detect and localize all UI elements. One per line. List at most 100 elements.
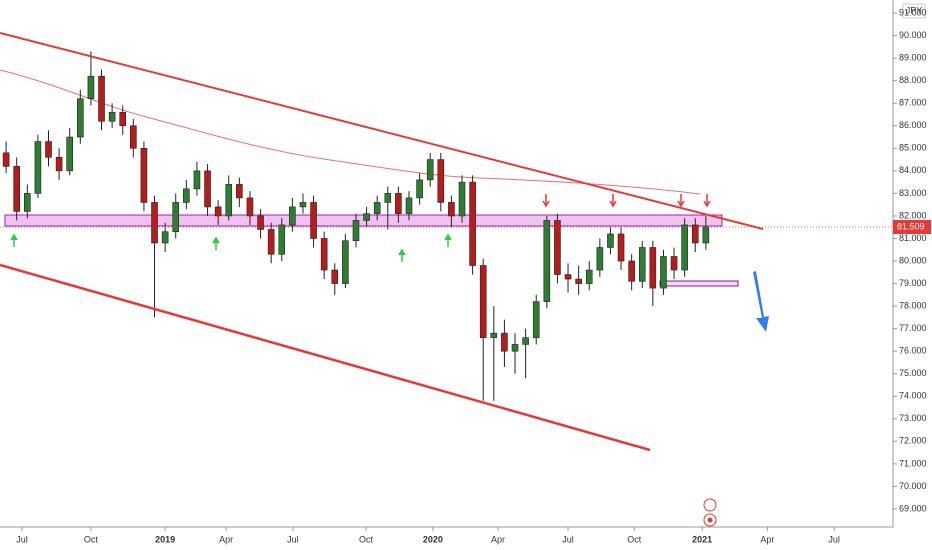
- x-tick-label: Jul: [828, 534, 840, 544]
- y-tick-label: 90.000: [899, 30, 927, 40]
- candle-body: [660, 256, 667, 289]
- candle-body: [543, 220, 551, 302]
- y-tick-label: 76.000: [899, 346, 927, 356]
- x-tick-label: 2020: [423, 534, 443, 544]
- candle-body: [299, 202, 307, 208]
- candle-body: [278, 224, 286, 255]
- y-tick-label: 77.000: [899, 323, 927, 333]
- candle-body: [448, 202, 455, 217]
- candle-body: [437, 159, 445, 203]
- x-tick-label: Oct: [359, 534, 374, 544]
- candle-body: [681, 224, 688, 271]
- candle-body: [225, 184, 233, 217]
- candle-body: [246, 197, 254, 217]
- y-tick-label: 74.000: [899, 391, 927, 401]
- candle-body: [204, 170, 211, 208]
- candle-body: [628, 260, 635, 282]
- candle-body: [183, 188, 190, 203]
- y-tick-label: 89.000: [899, 53, 927, 63]
- candle-body: [34, 141, 42, 194]
- x-tick-label: Jul: [16, 534, 28, 544]
- candle-body: [638, 247, 646, 282]
- candle-body: [289, 206, 296, 226]
- candle-body: [373, 202, 381, 214]
- candle-body: [342, 240, 349, 284]
- candle-body: [267, 229, 275, 255]
- candle-body: [458, 181, 466, 217]
- x-tick-label: Jul: [562, 534, 574, 544]
- candle-body: [554, 220, 561, 275]
- currency-label: JPY: [906, 5, 923, 15]
- candle-body: [363, 213, 370, 221]
- candle-body: [405, 197, 413, 214]
- y-tick-label: 84.000: [899, 165, 927, 175]
- x-tick-label: Oct: [84, 534, 99, 544]
- candle-body: [66, 136, 74, 172]
- y-tick-label: 82.000: [899, 210, 927, 220]
- candle-body: [352, 220, 360, 242]
- down-arrows: [542, 194, 711, 208]
- candle-body: [384, 193, 392, 203]
- candle-body: [702, 226, 710, 244]
- candle-body: [193, 170, 201, 190]
- candle-body: [469, 181, 476, 266]
- y-tick-label: 87.000: [899, 98, 927, 108]
- candle-body: [55, 157, 63, 172]
- y-tick-label: 73.000: [899, 413, 927, 423]
- candle-body: [24, 193, 31, 212]
- y-tick-label: 71.000: [899, 458, 927, 468]
- y-tick-label: 75.000: [899, 368, 927, 378]
- candle-body: [119, 111, 127, 127]
- x-tick-label: Apr: [219, 534, 233, 544]
- candle-body: [310, 202, 317, 239]
- candle-body: [2, 152, 10, 167]
- y-tick-label: 80.000: [899, 255, 927, 265]
- candle-body: [214, 206, 222, 217]
- moving-average: [0, 69, 701, 195]
- currency-box: [902, 3, 926, 19]
- candle-body: [13, 166, 20, 212]
- candle-body: [98, 75, 105, 122]
- last-price-box: [893, 220, 931, 235]
- y-tick-label: 72.000: [899, 436, 927, 446]
- candle-body: [77, 98, 84, 138]
- candle-body: [416, 179, 423, 199]
- candle-body: [596, 247, 604, 271]
- candle-body: [140, 148, 148, 203]
- y-tick-label: 79.000: [899, 278, 927, 288]
- y-tick-label: 88.000: [899, 75, 927, 85]
- candle-body: [426, 159, 434, 181]
- y-tick-label: 70.000: [899, 481, 927, 491]
- candle-body: [501, 332, 508, 352]
- y-tick-label: 91.000: [899, 7, 927, 17]
- candle-body: [691, 224, 699, 244]
- x-tick-label: Jul: [287, 534, 299, 544]
- logo: [703, 498, 717, 527]
- x-tick-label: Apr: [491, 534, 505, 544]
- candle-body: [617, 233, 625, 262]
- candle-body: [511, 344, 519, 352]
- x-tick-label: Apr: [760, 534, 774, 544]
- x-tick-label: Oct: [627, 534, 642, 544]
- candle-body: [490, 332, 498, 338]
- y-tick-label: 69.000: [899, 503, 927, 513]
- candle-body: [45, 141, 52, 158]
- candle-body: [320, 238, 328, 271]
- channel-upper: [0, 32, 764, 230]
- candle-body: [479, 265, 487, 338]
- x-tick-label: 2019: [155, 534, 175, 544]
- y-tick-label: 83.000: [899, 188, 927, 198]
- candle-body: [607, 233, 614, 248]
- candle-body: [522, 337, 529, 345]
- channel-lower: [0, 263, 651, 452]
- y-tick-label: 81.000: [899, 233, 927, 243]
- y-tick-label: 86.000: [899, 120, 927, 130]
- candle-body: [585, 269, 593, 284]
- x-tick-label: 2021: [692, 534, 712, 544]
- candle-body: [532, 301, 540, 338]
- y-tick-label: 85.000: [899, 143, 927, 153]
- candle-body: [395, 193, 402, 214]
- candle-body: [257, 215, 264, 230]
